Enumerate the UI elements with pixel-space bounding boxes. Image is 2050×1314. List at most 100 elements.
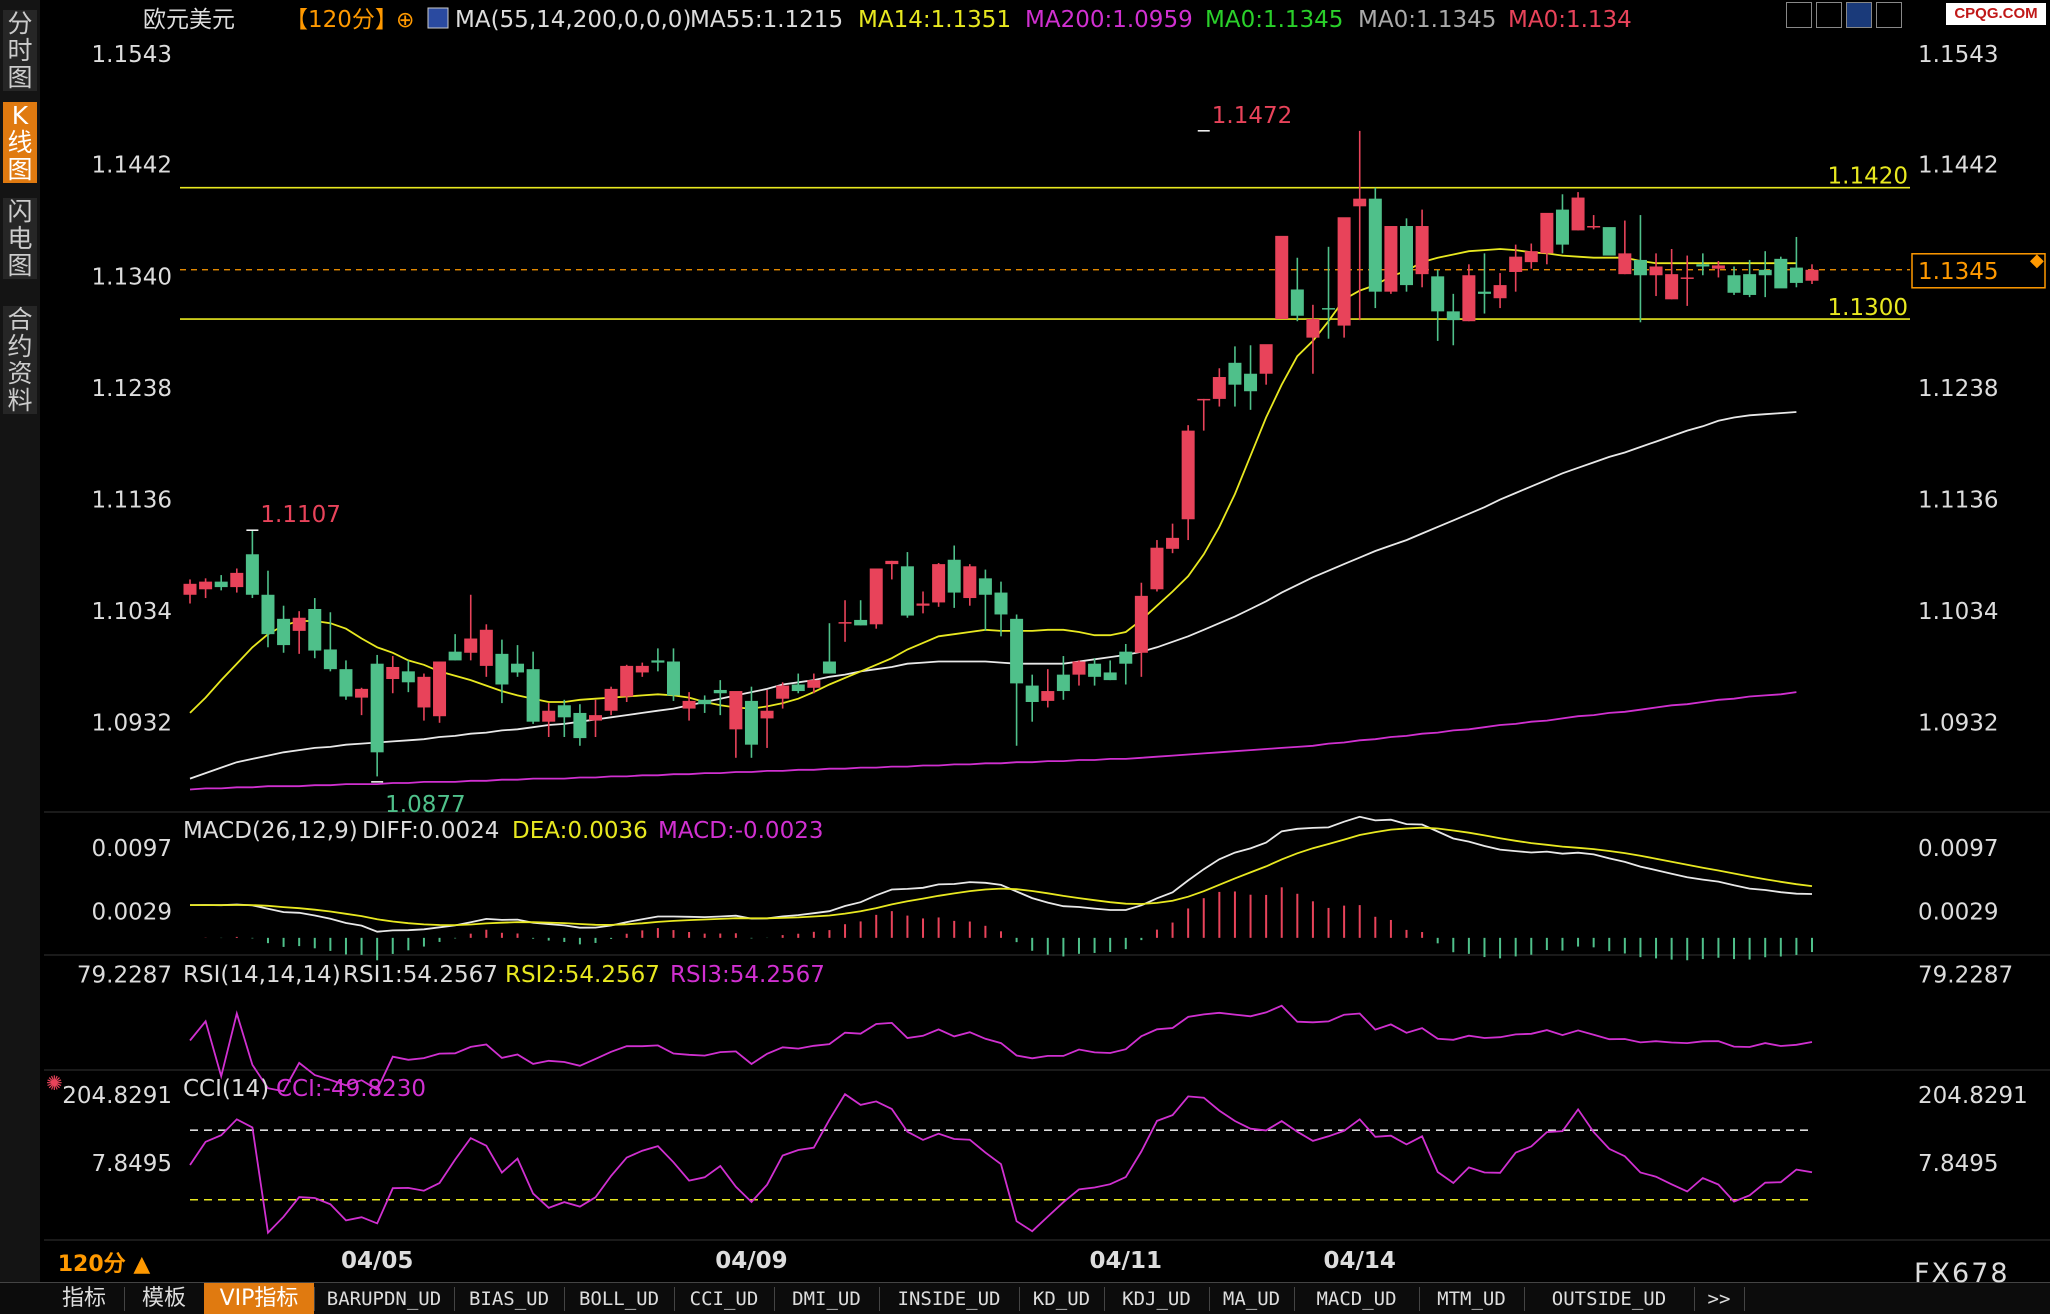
period-selector[interactable]: 120分 ▲ xyxy=(57,1252,151,1277)
candle-body-17 xyxy=(448,651,462,661)
indicator-tab-8[interactable]: INSIDE_UD xyxy=(897,1288,1001,1310)
indicator-tab-10[interactable]: KDJ_UD xyxy=(1122,1288,1191,1310)
candle-body-61 xyxy=(1134,595,1148,653)
cci-line xyxy=(189,1092,1813,1235)
candle-body-102 xyxy=(1774,258,1788,289)
candle-body-104 xyxy=(1805,269,1819,281)
sidebar-tab-3[interactable]: 合约资料 xyxy=(3,306,37,414)
indicator-tab-2[interactable]: VIP指标 xyxy=(204,1283,314,1314)
x-date-label-1: 04/09 xyxy=(715,1248,787,1274)
cci-y-tick-right-1: 7.8495 xyxy=(1918,1151,1998,1177)
candle-body-88 xyxy=(1555,209,1569,245)
candle-body-10 xyxy=(339,669,353,697)
indicator-tab-4[interactable]: BIAS_UD xyxy=(468,1288,550,1310)
candle-body-16 xyxy=(433,661,447,717)
tab-divider xyxy=(1294,1287,1295,1311)
rsi1-label: RSI1:54.2567 xyxy=(343,962,498,988)
add-indicator-icon: ⊕ xyxy=(396,8,414,33)
indicator-tab-5[interactable]: BOLL_UD xyxy=(578,1288,660,1310)
candle-body-50 xyxy=(963,566,977,599)
candle-body-92 xyxy=(1618,253,1632,275)
header-item-5: MA200:1.0959 xyxy=(1025,7,1193,33)
y-tick-left-6: 1.0932 xyxy=(92,711,172,737)
x-date-label-3: 04/14 xyxy=(1324,1248,1396,1274)
candle-body-55 xyxy=(1041,691,1055,701)
indicator-tab-14[interactable]: OUTSIDE_UD xyxy=(1551,1288,1667,1310)
candle-body-52 xyxy=(994,592,1008,615)
sidebar-tab-0[interactable]: 分时图 xyxy=(3,10,37,91)
candle-body-39 xyxy=(791,684,805,692)
candle-body-90 xyxy=(1587,226,1601,228)
candle-body-30 xyxy=(651,660,665,663)
indicator-tab-15[interactable]: >> xyxy=(1707,1288,1731,1310)
candle-body-8 xyxy=(308,608,322,651)
y-tick-left-4: 1.1136 xyxy=(92,487,172,513)
y-tick-right-6: 1.0932 xyxy=(1918,711,1998,737)
grid-layout-icon[interactable] xyxy=(1816,2,1842,28)
indicator-tab-9[interactable]: KD_UD xyxy=(1032,1288,1091,1310)
candle-body-46 xyxy=(900,566,914,616)
tab-divider xyxy=(454,1287,455,1311)
indicator-tab-11[interactable]: MA_UD xyxy=(1222,1288,1281,1310)
y-tick-right-0: 1.1543 xyxy=(1918,42,1998,68)
candle-body-81 xyxy=(1446,311,1460,321)
candle-body-22 xyxy=(526,669,540,722)
indicator-tab-13[interactable]: MTM_UD xyxy=(1437,1288,1506,1310)
candle-body-103 xyxy=(1789,267,1803,283)
candle-body-58 xyxy=(1088,663,1102,677)
indicator-tab-12[interactable]: MACD_UD xyxy=(1316,1288,1397,1310)
alert-icon: ✺ xyxy=(46,1071,63,1095)
candle-body-4 xyxy=(245,554,259,595)
candle-body-21 xyxy=(511,663,525,673)
candle-body-97 xyxy=(1696,264,1710,267)
cci-title: CCI(14) xyxy=(183,1076,269,1102)
header-item-1: 【120分】 xyxy=(285,7,398,33)
ma200-line xyxy=(189,691,1797,791)
candle-body-62 xyxy=(1150,547,1164,590)
candle-body-27 xyxy=(604,688,618,711)
candle-body-60 xyxy=(1119,651,1133,664)
rsi-title: RSI(14,14,14) xyxy=(183,962,341,988)
tab-divider xyxy=(1419,1287,1420,1311)
indicator-tab-1[interactable]: 模板 xyxy=(141,1286,186,1311)
indicator-tab-0[interactable]: 指标 xyxy=(61,1286,106,1311)
sidebar-tab-2[interactable]: 闪电图 xyxy=(3,198,37,279)
candle-body-100 xyxy=(1743,274,1757,295)
x-date-label-2: 04/11 xyxy=(1090,1248,1162,1274)
candle-body-57 xyxy=(1072,661,1086,675)
indicator-tab-7[interactable]: DMI_UD xyxy=(792,1288,861,1310)
macd-y-tick-left-0: 0.0097 xyxy=(92,836,172,862)
indicator-tab-6[interactable]: CCI_UD xyxy=(689,1288,759,1310)
candle-body-18 xyxy=(464,638,478,653)
zoom-window-icon[interactable] xyxy=(1876,2,1902,28)
cci-y-tick-left-1: 7.8495 xyxy=(92,1151,172,1177)
header-item-3: MA55:1.1215 xyxy=(690,7,843,33)
candle-body-31 xyxy=(666,661,680,696)
candle-body-89 xyxy=(1571,197,1585,231)
rsi-y-tick-left-0: 79.2287 xyxy=(77,962,172,988)
candle-body-25 xyxy=(573,712,587,739)
chart-mode-icon[interactable] xyxy=(1846,2,1872,28)
header-item-6: MA0:1.1345 xyxy=(1205,7,1343,33)
candle-body-40 xyxy=(807,680,821,688)
indicator-tab-3[interactable]: BARUPDN_UD xyxy=(326,1288,442,1310)
macd-y-tick-right-0: 0.0097 xyxy=(1918,836,1998,862)
tab-divider xyxy=(879,1287,880,1311)
tab-divider xyxy=(774,1287,775,1311)
macd-y-tick-left-1: 0.0029 xyxy=(92,900,172,926)
extreme-label-1: 1.0877 xyxy=(385,792,465,818)
source-label: FX678 xyxy=(1914,1258,2010,1289)
candle-body-86 xyxy=(1524,251,1538,263)
chart-canvas[interactable]: 1.1420 1.1300 1.1107 1.0877 1.1472 0.0097 0.0… xyxy=(0,0,2050,1282)
rsi3-label: RSI3:54.2567 xyxy=(670,962,825,988)
candle-body-93 xyxy=(1633,259,1647,276)
candle-body-64 xyxy=(1181,430,1195,520)
candle-body-78 xyxy=(1400,226,1413,286)
candle-body-43 xyxy=(854,619,868,626)
header-item-7: MA0:1.1345 xyxy=(1358,7,1496,33)
candle-body-67 xyxy=(1228,362,1242,385)
tab-divider xyxy=(1744,1287,1745,1311)
crosshair-toggle-icon[interactable] xyxy=(1786,2,1812,28)
candle-body-85 xyxy=(1509,256,1523,272)
